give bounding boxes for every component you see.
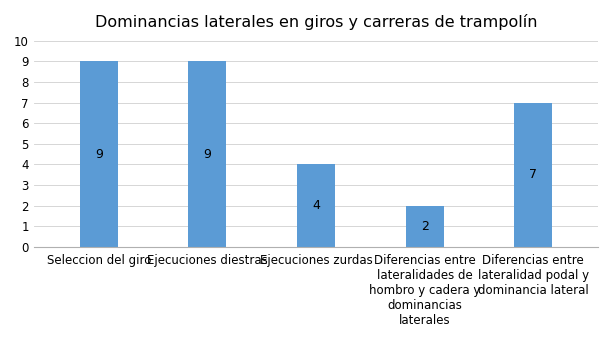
Text: 7: 7: [529, 168, 537, 181]
Bar: [80, 61, 118, 247]
Text: 9: 9: [95, 148, 103, 160]
Text: 2: 2: [421, 220, 428, 233]
Bar: [297, 164, 335, 247]
Bar: [406, 205, 444, 247]
Bar: [188, 61, 226, 247]
Bar: [514, 103, 552, 247]
Text: 4: 4: [312, 199, 320, 212]
Text: 9: 9: [204, 148, 211, 160]
Title: Dominancias laterales en giros y carreras de trampolín: Dominancias laterales en giros y carrera…: [95, 14, 537, 30]
